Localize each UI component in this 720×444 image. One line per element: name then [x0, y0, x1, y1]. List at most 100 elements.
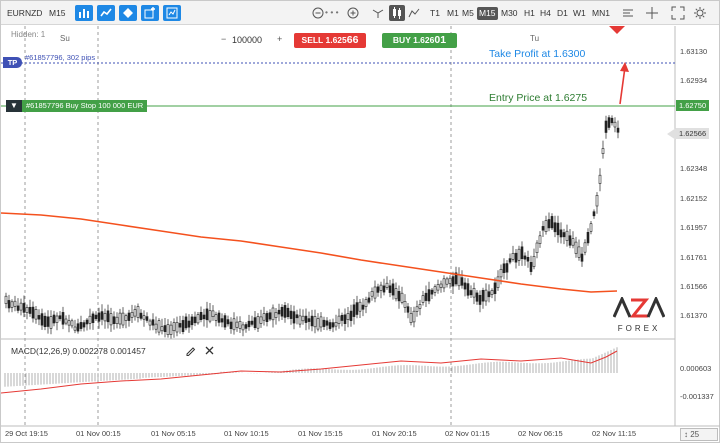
- candle-body: [226, 319, 230, 325]
- candle-body: [436, 284, 440, 291]
- fullscreen-icon[interactable]: [671, 6, 685, 20]
- drawing-icon[interactable]: [119, 5, 137, 21]
- crosshair-icon[interactable]: [645, 6, 659, 20]
- candle-body: [229, 321, 233, 329]
- candle-body: [448, 277, 452, 284]
- candle-body: [490, 289, 494, 295]
- tf-d1[interactable]: D1: [557, 8, 568, 18]
- x-tick: 01 Nov 00:15: [76, 429, 121, 438]
- candle-body: [214, 314, 218, 321]
- candle-body: [406, 306, 410, 313]
- candle-body: [244, 324, 248, 329]
- plus-icon[interactable]: +: [277, 34, 283, 44]
- tf-mn1[interactable]: MN1: [592, 8, 610, 18]
- candle-body: [370, 291, 374, 297]
- edit-indicator-icon[interactable]: [185, 345, 196, 356]
- candle-body: [547, 219, 551, 229]
- candle-body: [301, 315, 305, 322]
- candle-body: [562, 232, 566, 238]
- aza-forex-logo: FOREX: [612, 295, 666, 333]
- candle-body: [178, 323, 182, 328]
- sell-price: 1.625: [325, 35, 347, 45]
- candle-body: [274, 312, 278, 318]
- tp-order-text[interactable]: #61857796, 302 pips: [25, 53, 96, 62]
- volume-value[interactable]: 100000: [232, 35, 263, 45]
- settings-icon[interactable]: [693, 6, 707, 20]
- candle-body: [52, 314, 56, 324]
- tf-t1[interactable]: T1: [430, 8, 440, 18]
- sell-button[interactable]: SELL 1.62566: [294, 33, 366, 48]
- hidden-label[interactable]: Hidden: 1: [11, 30, 46, 39]
- tf-w1[interactable]: W1: [573, 8, 586, 18]
- add-object-icon[interactable]: [141, 5, 159, 21]
- volume-stepper[interactable]: − 100000 +: [219, 33, 287, 47]
- candle-body: [463, 282, 467, 290]
- chart-settings-icon[interactable]: [163, 5, 181, 21]
- candle-body: [106, 310, 110, 323]
- candle-body: [427, 289, 431, 302]
- candle-body: [469, 290, 473, 296]
- tf-m30[interactable]: M30: [501, 8, 518, 18]
- candle-body: [343, 314, 347, 324]
- candle-body: [430, 289, 434, 295]
- tf-m1[interactable]: M1: [447, 8, 459, 18]
- entry-order-label[interactable]: #61857796 Buy Stop 100 000 EUR: [22, 100, 148, 112]
- tf-m5[interactable]: M5: [462, 8, 474, 18]
- indicator-icon[interactable]: [97, 5, 115, 21]
- candle-body: [505, 263, 509, 273]
- current-price-pointer: [667, 128, 676, 140]
- y-tick: 1.61370: [680, 311, 708, 320]
- candle-body: [220, 318, 224, 323]
- candle-body: [322, 319, 326, 327]
- candles-group: [4, 115, 620, 339]
- timeframe-label[interactable]: M15: [49, 8, 66, 18]
- x-tick: 02 Nov 06:15: [518, 429, 563, 438]
- candle-body: [64, 318, 68, 324]
- candle-body: [478, 294, 482, 305]
- y-tick: 1.63130: [680, 47, 708, 56]
- candle-body: [442, 278, 446, 289]
- buy-button[interactable]: BUY 1.62601: [382, 33, 457, 48]
- candle-body: [391, 283, 395, 296]
- candle-body: [310, 315, 314, 327]
- candle-body: [154, 323, 158, 330]
- tf-h1[interactable]: H1: [524, 8, 535, 18]
- candle-body: [517, 248, 521, 261]
- candle-body: [496, 276, 500, 288]
- x-tick: 01 Nov 10:15: [224, 429, 269, 438]
- close-indicator-icon[interactable]: [204, 345, 215, 356]
- candle-body: [115, 316, 119, 325]
- candle-body: [613, 121, 617, 128]
- area-type-icon[interactable]: [407, 6, 421, 20]
- zoom-in-icon[interactable]: [346, 6, 360, 20]
- symbol-label[interactable]: EURNZD: [7, 8, 43, 18]
- candle-body: [508, 258, 512, 263]
- candle-body: [190, 316, 194, 326]
- candles-type-icon[interactable]: [389, 5, 405, 21]
- candle-body: [535, 242, 539, 253]
- zoom-slider-icon[interactable]: • • •: [325, 7, 339, 17]
- candle-body: [550, 216, 554, 229]
- candle-body: [601, 148, 605, 154]
- candle-body: [187, 320, 191, 328]
- candle-body: [592, 211, 596, 217]
- tf-m15[interactable]: M15: [477, 7, 498, 20]
- candle-body: [10, 301, 14, 308]
- minus-icon[interactable]: −: [221, 34, 227, 44]
- candle-body: [466, 283, 470, 296]
- candle-body: [349, 310, 353, 321]
- zoom-level-selector[interactable]: ↕ 25: [680, 428, 718, 441]
- candle-body: [97, 312, 101, 322]
- tp-marker[interactable]: TP: [3, 57, 22, 68]
- bar-chart-icon[interactable]: [75, 5, 93, 21]
- text-tool-icon[interactable]: [621, 6, 635, 20]
- line-type-icon[interactable]: [371, 6, 385, 20]
- candle-body: [133, 309, 137, 317]
- order-type-icon[interactable]: ▼: [6, 100, 22, 112]
- zoom-out-icon[interactable]: [311, 6, 325, 20]
- candle-body: [256, 316, 260, 329]
- tf-h4[interactable]: H4: [540, 8, 551, 18]
- candle-body: [331, 322, 335, 328]
- y-tick: 1.62152: [680, 194, 708, 203]
